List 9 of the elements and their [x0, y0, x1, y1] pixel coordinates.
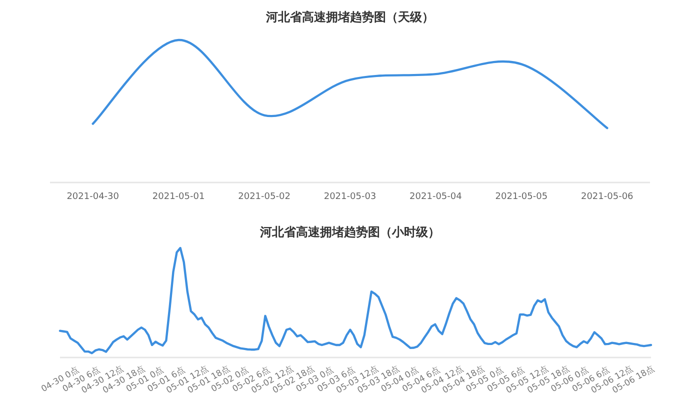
chart-title: 河北省高速拥堵趋势图（天级） [265, 10, 434, 24]
x-tick-label: 2021-05-01 [152, 192, 205, 202]
x-tick-label: 2021-05-02 [238, 192, 290, 202]
x-tick-label: 2021-05-05 [495, 192, 548, 202]
x-tick-label: 2021-04-30 [66, 192, 120, 202]
x-tick-label: 2021-05-03 [324, 192, 376, 202]
chart-title: 河北省高速拥堵趋势图（小时级） [259, 225, 440, 239]
x-tick-label: 2021-05-04 [410, 192, 462, 202]
x-tick-label: 2021-05-06 [580, 192, 634, 202]
